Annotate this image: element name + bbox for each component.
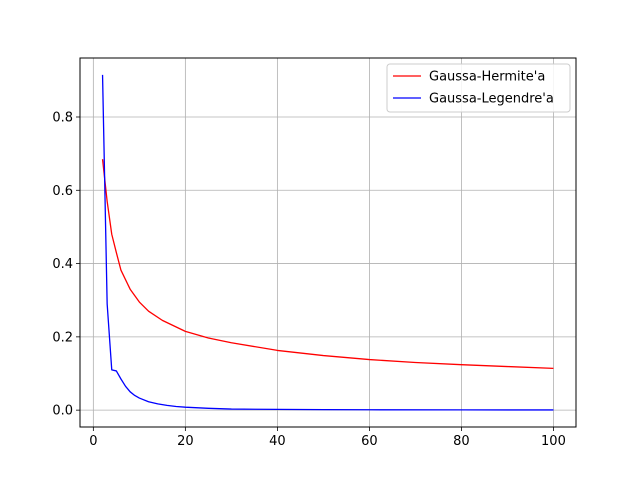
x-tick-label: 0 <box>89 434 97 449</box>
legend: Gaussa-Hermite'a Gaussa-Legendre'a <box>386 63 571 113</box>
y-tick-label: 0.6 <box>52 184 73 199</box>
y-tick-label: 0.4 <box>52 257 73 272</box>
y-tick-label: 0.0 <box>52 404 73 419</box>
x-tick-label: 20 <box>177 434 194 449</box>
x-tick-label: 100 <box>541 434 566 449</box>
y-tick-label: 0.2 <box>52 330 73 345</box>
plot-frame <box>79 57 577 428</box>
legend-box <box>386 63 571 113</box>
plot-lines <box>101 74 554 411</box>
x-tick-label: 60 <box>361 434 378 449</box>
x-tick-label: 40 <box>269 434 286 449</box>
legend-label: Gaussa-Legendre'a <box>429 92 554 107</box>
y-tick-label: 0.8 <box>52 110 73 125</box>
x-tick-label: 80 <box>453 434 470 449</box>
legend-label: Gaussa-Hermite'a <box>429 70 545 85</box>
ticks: 0 20 40 60 80 100 0.0 0.2 0.4 0.6 0.8 <box>52 110 566 449</box>
series-line-0 <box>101 159 554 370</box>
grid <box>80 58 576 427</box>
series-line-1 <box>101 74 554 411</box>
